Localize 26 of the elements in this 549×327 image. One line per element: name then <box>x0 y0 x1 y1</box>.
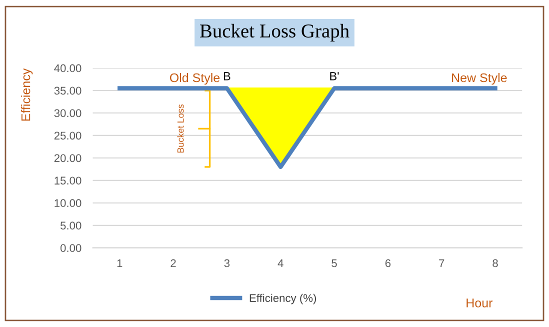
x-tick-label: 8 <box>492 259 498 268</box>
annotation: B' <box>330 72 339 80</box>
x-tick-label: 7 <box>439 259 444 268</box>
x-tick-label: 4 <box>278 259 284 268</box>
annotation: Bucket Loss <box>177 104 184 153</box>
y-tick-label: 40.00 <box>54 64 82 72</box>
y-tick-label: 25.00 <box>54 132 82 140</box>
y-tick-label: 20.00 <box>54 154 82 162</box>
annotation: B <box>224 72 230 80</box>
x-tick-label: 2 <box>170 259 176 268</box>
y-tick-label: 35.00 <box>54 86 82 95</box>
x-tick-label: 1 <box>117 259 122 268</box>
y-tick-label: 15.00 <box>54 176 82 185</box>
chart-title: Bucket Loss Graph <box>200 24 350 42</box>
legend-label: Efficiency (%) <box>250 294 316 304</box>
x-axis-title: Hour <box>466 298 493 308</box>
x-tick-label: 6 <box>385 259 391 268</box>
x-tick-label: 5 <box>332 259 337 268</box>
y-tick-label: 5.00 <box>60 222 82 230</box>
y-axis-title: Efficiency <box>21 68 33 121</box>
x-tick-label: 3 <box>224 259 230 268</box>
y-tick-label: 10.00 <box>54 199 82 208</box>
y-tick-label: 0.00 <box>60 244 82 252</box>
annotation: New Style <box>452 73 507 85</box>
annotation: Old Style <box>170 73 220 85</box>
y-tick-label: 30.00 <box>54 109 82 118</box>
